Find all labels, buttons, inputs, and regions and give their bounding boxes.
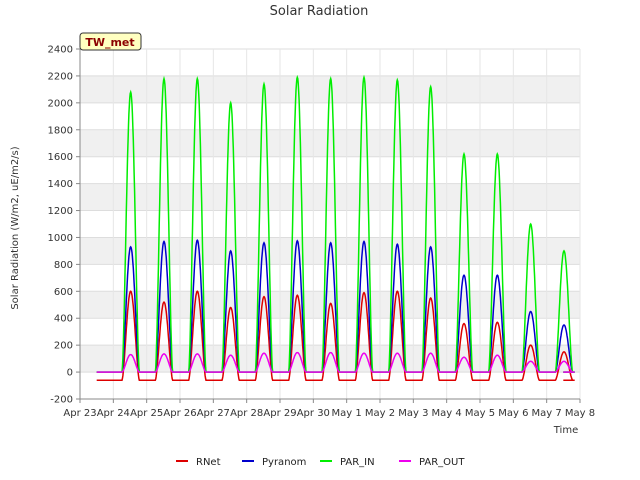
- x-tick-label: May 1: [332, 408, 362, 419]
- x-tick-label: Apr 24: [97, 408, 130, 419]
- plot-band: [80, 237, 580, 265]
- tw-met-tag: TW_met: [79, 32, 142, 51]
- plot-bands: [80, 75, 580, 373]
- y-tick-label: 1000: [48, 233, 73, 244]
- legend-label-pyranom: Pyranom: [262, 457, 306, 468]
- tag-box: [79, 32, 142, 51]
- y-tick-label: 1600: [48, 152, 73, 163]
- x-tick-label: May 7: [532, 408, 562, 419]
- y-tick-label: 800: [54, 260, 73, 271]
- x-tick-label: May 3: [398, 408, 428, 419]
- legend-label-par-out: PAR_OUT: [419, 457, 465, 468]
- grid-lines: [79, 48, 581, 400]
- legend-label-rnet: RNet: [196, 457, 221, 468]
- y-tick-label: -200: [50, 395, 73, 406]
- axes: [79, 49, 580, 400]
- y-tick-label: 0: [67, 368, 73, 379]
- y-tick-label: 1200: [48, 206, 73, 217]
- y-tick-label: 600: [54, 287, 73, 298]
- x-tick-label: May 2: [365, 408, 395, 419]
- y-tick-label: 200: [54, 341, 73, 352]
- legend: RNet Pyranom PAR_IN PAR_OUT: [176, 457, 465, 468]
- y-tick-label: 1400: [48, 179, 73, 190]
- y-tick-label: 2200: [48, 71, 73, 82]
- x-tick-label: Apr 23: [63, 408, 96, 419]
- series-group: [96, 74, 575, 381]
- y-tick-label: 2400: [48, 45, 73, 56]
- x-tick-label: May 5: [465, 408, 495, 419]
- x-tick-label: Apr 25: [130, 408, 163, 419]
- tag-label: TW_met: [85, 36, 134, 49]
- x-tick-label: Apr 29: [263, 408, 296, 419]
- plot-band: [80, 345, 580, 373]
- x-axis-title: Time: [553, 425, 578, 436]
- x-tick-labels: Apr 23 Apr 24 Apr 25 Apr 26 Apr 27 Apr 28 Apr …: [63, 399, 595, 419]
- chart-title: Solar Radiation: [270, 4, 369, 19]
- plot-band: [80, 129, 580, 157]
- x-tick-label: May 8: [565, 408, 595, 419]
- y-tick-labels: -200 0 200 400 600 800 1000 1200 1400 1600 1800 200…: [48, 45, 80, 406]
- series-line-rnet: [96, 290, 575, 381]
- x-tick-label: Apr 30: [297, 408, 330, 419]
- x-tick-label: Apr 28: [230, 408, 263, 419]
- plot-band: [80, 183, 580, 211]
- y-tick-label: 400: [54, 314, 73, 325]
- x-tick-label: Apr 27: [197, 408, 230, 419]
- legend-label-par-in: PAR_IN: [340, 457, 375, 468]
- y-tick-label: 2000: [48, 98, 73, 109]
- y-axis-title: Solar Radiation (W/m2, uE/m2/s): [10, 146, 21, 309]
- x-tick-label: Apr 26: [163, 408, 196, 419]
- y-tick-label: 1800: [48, 125, 73, 136]
- x-tick-label: May 6: [498, 408, 528, 419]
- series-line-par-out: [96, 351, 575, 373]
- x-tick-label: May 4: [432, 408, 462, 419]
